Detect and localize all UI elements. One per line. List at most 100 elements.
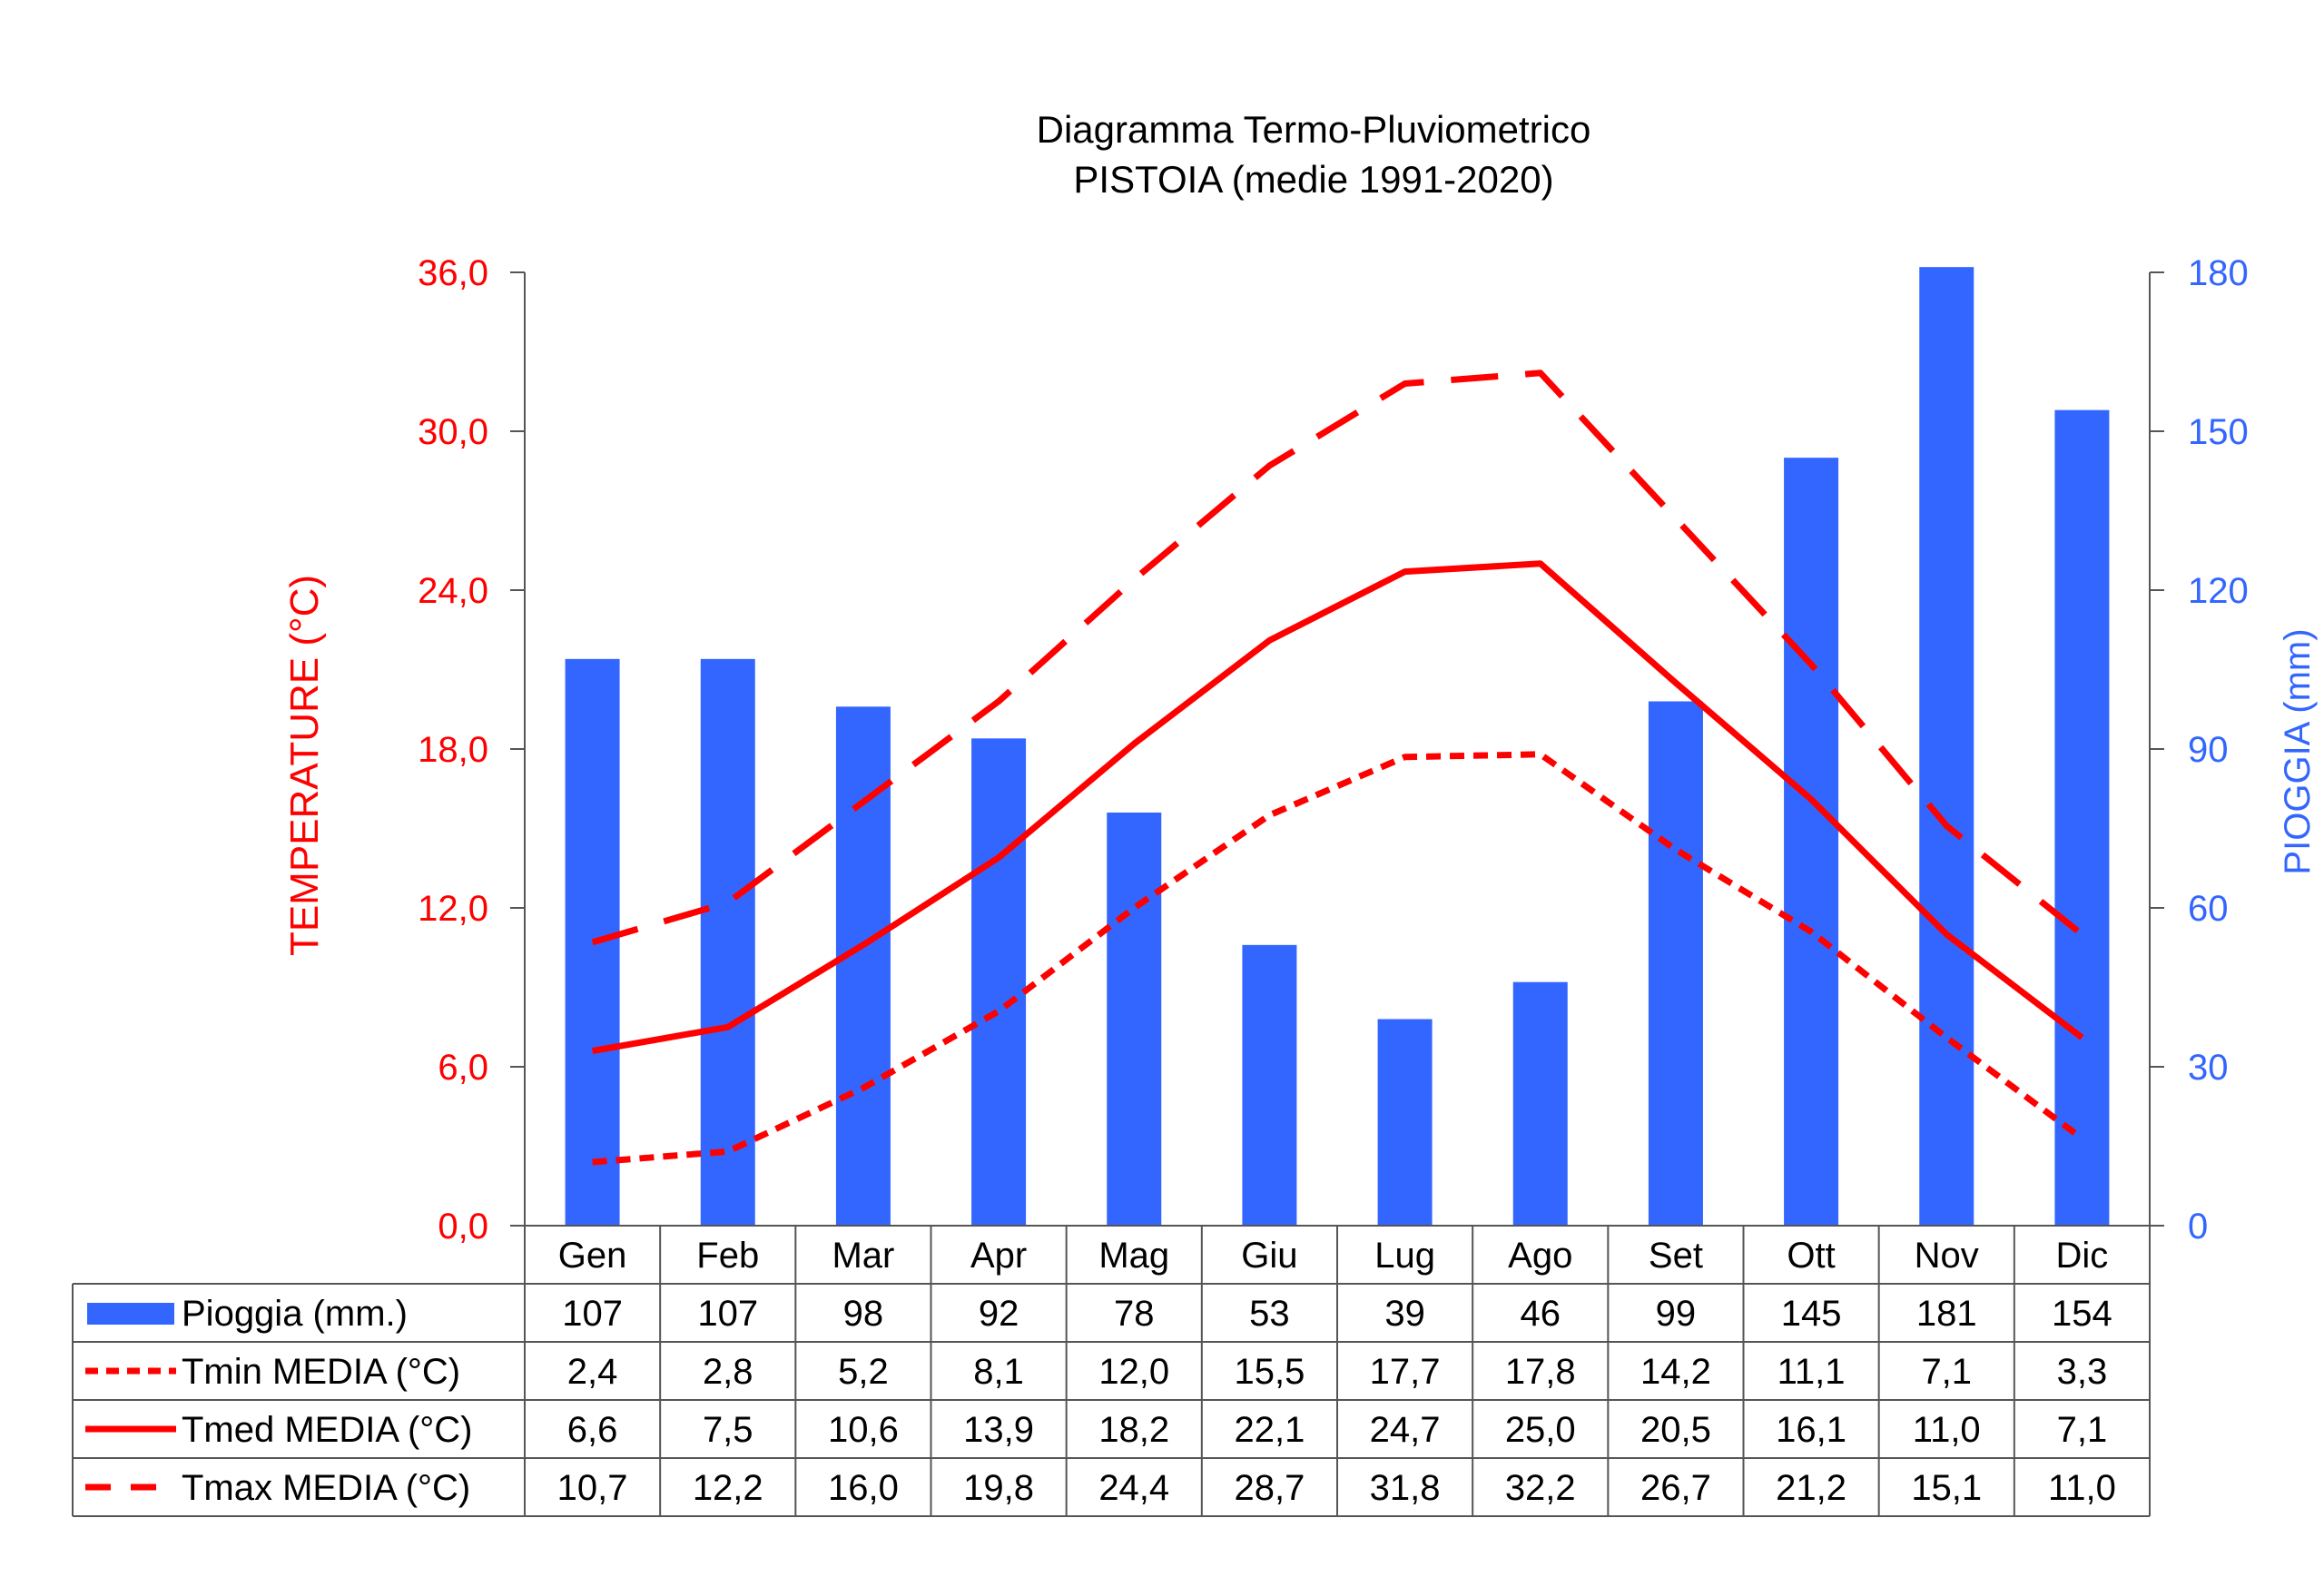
chart-subtitle: PISTOIA (medie 1991-2020) — [1073, 158, 1553, 201]
table-cell: 53 — [1249, 1294, 1290, 1334]
table-cell: 5,2 — [838, 1352, 889, 1392]
table-cell: 17,8 — [1505, 1352, 1576, 1392]
legend-label: Tmin MEDIA (°C) — [182, 1352, 460, 1392]
line-tmin — [592, 751, 2084, 1166]
table-cell: 2,8 — [703, 1352, 753, 1392]
rain-bar-nov — [1919, 267, 1974, 1227]
table-cell: 145 — [1781, 1294, 1842, 1334]
table-cell: 99 — [1656, 1294, 1697, 1334]
y-left-tick-label: 18,0 — [418, 730, 488, 770]
table-cell: 46 — [1521, 1294, 1561, 1334]
x-tick-label: Feb — [696, 1236, 759, 1276]
y-left-tick-label: 36,0 — [418, 253, 488, 293]
rain-bar-set — [1648, 701, 1703, 1226]
y-left-axis-label: TEMPERATURE (°C) — [282, 575, 327, 956]
y-right-tick-label: 0 — [2188, 1207, 2208, 1247]
rain-bar-mar — [835, 706, 891, 1226]
y-right-axis-label: PIOGGIA (mm) — [2278, 628, 2318, 874]
chart-title: Diagramma Termo-Pluviometrico — [1037, 108, 1591, 151]
x-tick-label: Set — [1649, 1236, 1703, 1276]
rain-bar-ago — [1512, 981, 1568, 1226]
table-cell: 11,1 — [1777, 1352, 1846, 1392]
rain-bar-gen — [565, 658, 620, 1226]
x-tick-label: Gen — [558, 1236, 627, 1276]
x-tick-label: Ago — [1508, 1236, 1572, 1276]
table-cell: 15,5 — [1234, 1352, 1305, 1392]
rain-bar-apr — [971, 738, 1027, 1226]
x-tick-label: Mag — [1098, 1236, 1169, 1276]
table-cell: 78 — [1114, 1294, 1155, 1334]
y-right-tick-label: 150 — [2188, 412, 2249, 452]
table-cell: 32,2 — [1505, 1468, 1576, 1508]
table-cell: 19,8 — [963, 1468, 1034, 1508]
table-cell: 181 — [1916, 1294, 1977, 1334]
legend-label: Tmed MEDIA (°C) — [182, 1410, 472, 1450]
axes: 0,0 6,0 12,0 18,0 24,0 30,0 36,0 0 30 60 90 120 150 1… — [418, 253, 2249, 1247]
line-tmed — [591, 560, 2084, 1054]
table-cell: 15,1 — [1911, 1468, 1982, 1508]
table-cell: 12,0 — [1098, 1352, 1169, 1392]
table-cell: 18,2 — [1098, 1410, 1169, 1450]
table-cell: 11,0 — [1913, 1410, 1981, 1450]
rain-bar-lug — [1377, 1019, 1433, 1226]
table-cell: 6,6 — [567, 1410, 618, 1450]
table-cell: 7,5 — [703, 1410, 753, 1450]
table-cell: 3,3 — [2057, 1352, 2108, 1392]
table-cell: 10,7 — [557, 1468, 628, 1508]
x-tick-label: Mar — [832, 1236, 894, 1276]
table-cell: 31,8 — [1370, 1468, 1441, 1508]
x-tick-label: Dic — [2056, 1236, 2109, 1276]
table-cell: 107 — [697, 1294, 758, 1334]
rain-bars — [565, 267, 2110, 1227]
table-cell: 92 — [979, 1294, 1019, 1334]
legend-label: Tmax MEDIA (°C) — [182, 1468, 470, 1508]
y-left-tick-label: 30,0 — [418, 412, 488, 452]
legend-swatch-pioggia — [87, 1303, 174, 1325]
table-cell: 8,1 — [973, 1352, 1024, 1392]
table-cell: 14,2 — [1640, 1352, 1711, 1392]
table-cell: 10,6 — [828, 1410, 899, 1450]
table-cell: 11,0 — [2048, 1468, 2116, 1508]
x-tick-label: Nov — [1915, 1236, 1979, 1276]
y-right-tick-label: 120 — [2188, 571, 2249, 611]
legend-label: Pioggia (mm.) — [182, 1294, 408, 1334]
y-left-tick-label: 12,0 — [418, 889, 488, 929]
y-right-tick-label: 60 — [2188, 889, 2229, 929]
table-cell: 39 — [1384, 1294, 1425, 1334]
table-cell: 107 — [562, 1294, 623, 1334]
y-left-tick-label: 0,0 — [438, 1207, 488, 1247]
table-cell: 26,7 — [1640, 1468, 1711, 1508]
table-cell: 16,0 — [828, 1468, 899, 1508]
x-tick-label: Lug — [1374, 1236, 1435, 1276]
y-left-tick-label: 24,0 — [418, 571, 488, 611]
table-cell: 22,1 — [1234, 1410, 1305, 1450]
rain-bar-feb — [700, 658, 755, 1226]
table-cell: 17,7 — [1370, 1352, 1441, 1392]
y-left-tick-label: 6,0 — [438, 1048, 488, 1088]
x-tick-label: Giu — [1241, 1236, 1297, 1276]
rain-bar-ott — [1784, 458, 1839, 1227]
rain-bar-giu — [1242, 944, 1297, 1226]
table-cell: 2,4 — [567, 1352, 618, 1392]
table-cell: 7,1 — [2057, 1410, 2108, 1450]
table-cell: 24,7 — [1370, 1410, 1441, 1450]
y-right-tick-label: 30 — [2188, 1048, 2229, 1088]
y-right-tick-label: 180 — [2188, 253, 2249, 293]
table-cell: 7,1 — [1921, 1352, 1972, 1392]
table-cell: 12,2 — [693, 1468, 763, 1508]
table-cell: 20,5 — [1640, 1410, 1711, 1450]
table-cell: 24,4 — [1098, 1468, 1169, 1508]
table-cell: 25,0 — [1505, 1410, 1576, 1450]
data-table: Gen Feb Mar Apr Mag Giu Lug Ago Set Ott Nov Dic Piog… — [72, 1225, 2151, 1517]
table-cell: 16,1 — [1776, 1410, 1846, 1450]
rain-bar-dic — [2054, 409, 2110, 1227]
line-tmax — [591, 370, 2084, 946]
x-tick-label: Apr — [970, 1236, 1027, 1276]
table-cell: 13,9 — [963, 1410, 1034, 1450]
table-cell: 154 — [2052, 1294, 2112, 1334]
table-cell: 98 — [843, 1294, 884, 1334]
rain-bar-mag — [1107, 813, 1162, 1226]
table-cell: 28,7 — [1234, 1468, 1305, 1508]
